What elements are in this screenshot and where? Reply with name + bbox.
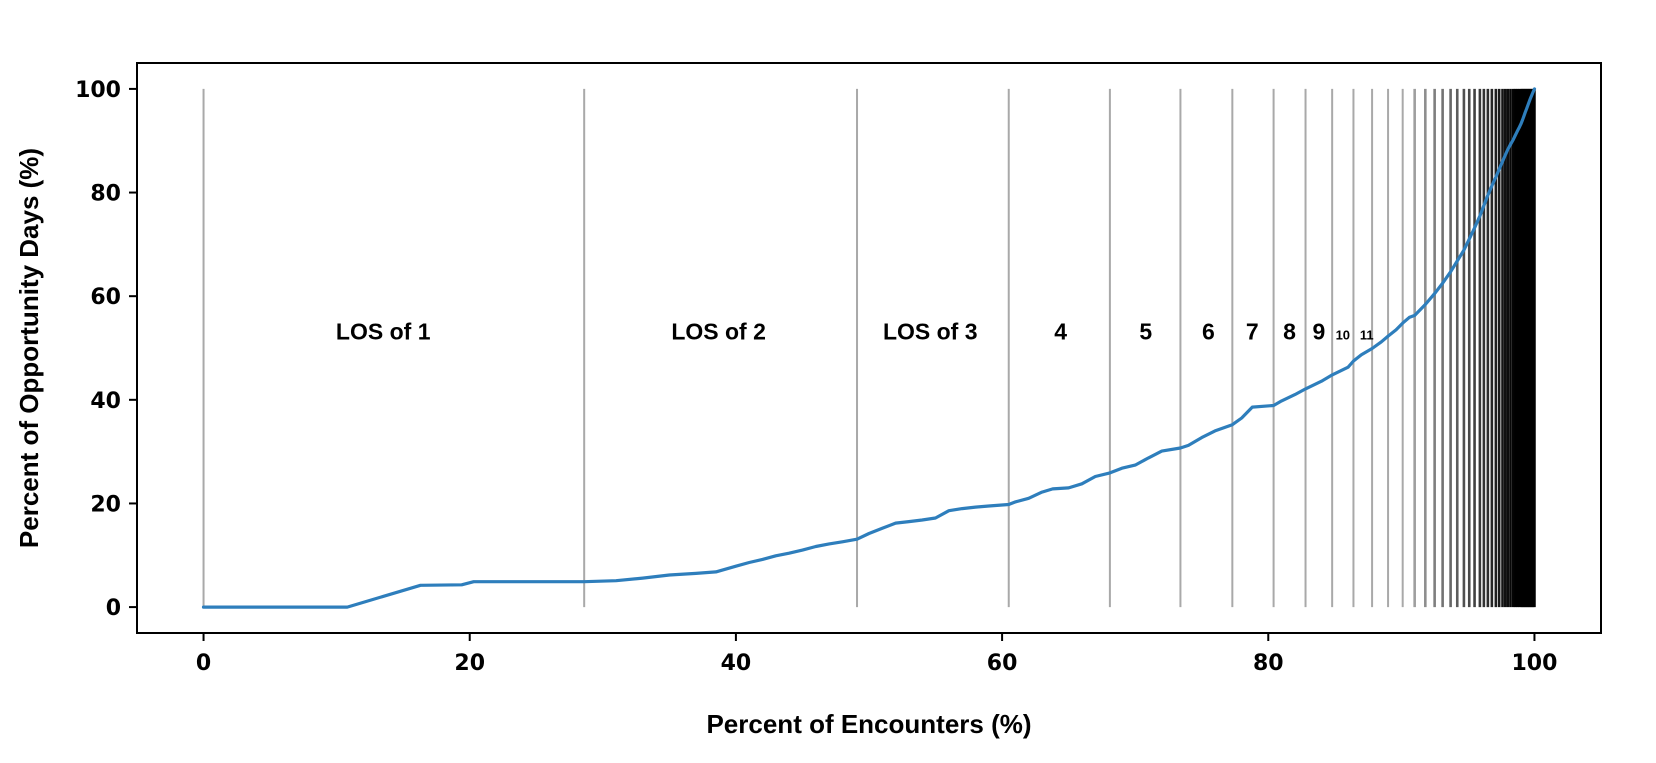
series-line [201, 87, 1537, 609]
region-labels: LOS of 1 LOS of 2 LOS of 3 4 5 6 7 8 9 10 11 [336, 319, 1374, 345]
y-tick-label: 0 [106, 596, 121, 621]
region-label: 5 [1139, 319, 1152, 345]
region-label: 7 [1246, 319, 1259, 345]
x-tick-label: 60 [987, 651, 1018, 676]
y-tick-label: 80 [90, 182, 121, 207]
region-label: 11 [1360, 328, 1374, 343]
y-tick-label: 100 [75, 78, 121, 103]
los-boundaries [202, 88, 1536, 608]
region-label: 4 [1054, 319, 1067, 345]
region-label: LOS of 2 [671, 319, 766, 345]
y-axis-title: Percent of Opportunity Days (%) [14, 148, 44, 548]
y-tick-label: 60 [90, 285, 121, 310]
plot-frame [136, 62, 1602, 634]
region-label: 10 [1336, 328, 1350, 343]
region-label: LOS of 3 [883, 319, 978, 345]
x-tick-label: 20 [454, 651, 485, 676]
region-label: 9 [1312, 319, 1325, 345]
x-tick-label: 100 [1511, 651, 1557, 676]
region-label: 6 [1202, 319, 1215, 345]
region-label: LOS of 1 [336, 319, 431, 345]
y-tick-label: 20 [90, 492, 121, 517]
x-tick-label: 80 [1253, 651, 1284, 676]
region-label: 8 [1283, 319, 1296, 345]
x-axis-title: Percent of Encounters (%) [706, 709, 1031, 739]
x-tick-label: 0 [196, 651, 211, 676]
y-axis-ticks: 0 20 40 60 80 100 [75, 78, 137, 621]
x-axis-ticks: 0 20 40 60 80 100 [196, 633, 1557, 676]
y-tick-label: 40 [90, 389, 121, 414]
x-tick-label: 40 [721, 651, 752, 676]
